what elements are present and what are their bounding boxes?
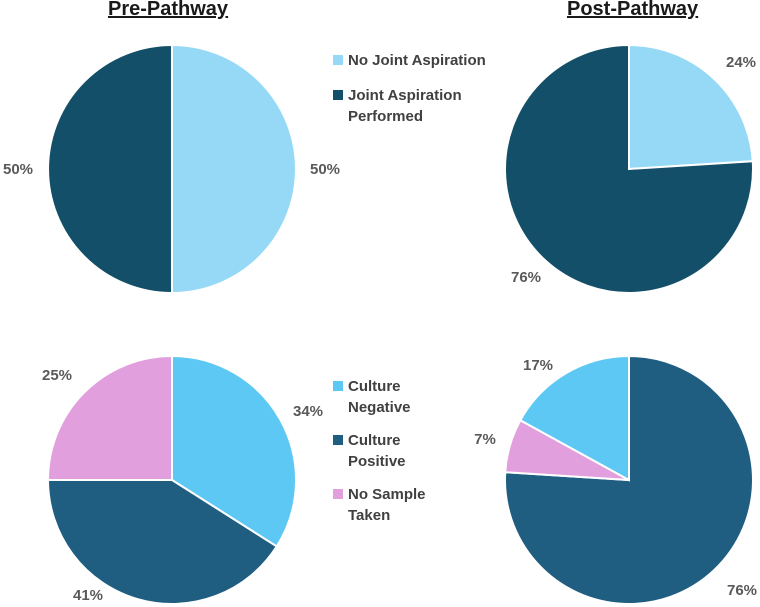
post-pathway-title: Post-Pathway: [567, 0, 699, 20]
legend-label: Culture Positive: [348, 432, 406, 470]
slice-data-label: 34%: [293, 403, 323, 420]
slice-data-label: 76%: [727, 582, 757, 599]
legend-item-no-sample-taken: No Sample Taken: [333, 484, 453, 526]
legend-label: No Sample Taken: [348, 486, 426, 524]
pre-pathway-title: Pre-Pathway: [108, 0, 229, 20]
legend-item-culture-negative: Culture Negative: [333, 376, 453, 418]
culture-legend: Culture Negative Culture Positive No Sam…: [333, 376, 453, 538]
legend-label: Joint Aspiration Performed: [348, 87, 462, 125]
pie-slice-no-joint-aspiration: [171, 43, 297, 295]
pie-slice-joint-aspiration-performed: [504, 43, 754, 294]
aspiration-legend: No Joint Aspiration Joint Aspiration Per…: [333, 50, 508, 141]
legend-swatch: [333, 55, 343, 65]
legend-item-no-joint-aspiration: No Joint Aspiration: [333, 50, 508, 71]
legend-label: No Joint Aspiration: [348, 52, 486, 69]
pie-slice-no-joint-aspiration: [628, 43, 754, 171]
slice-data-label: 17%: [523, 357, 553, 374]
legend-swatch: [333, 435, 343, 445]
pie-slice-no-sample-taken: [46, 354, 173, 481]
slice-data-label: 25%: [42, 367, 72, 384]
slice-data-label: 50%: [3, 161, 33, 178]
pie-chart-post-pathway-joint-aspiration: 24% 76%: [504, 43, 756, 294]
legend-swatch: [333, 489, 343, 499]
pie-chart-pre-pathway-joint-aspiration: 50% 50%: [3, 43, 340, 295]
pie-chart-pre-pathway-culture-result: 34% 41% 25%: [42, 354, 323, 605]
slice-data-label: 24%: [726, 54, 756, 71]
slice-data-label: 7%: [474, 431, 496, 448]
pie-chart-post-pathway-culture-result: 76% 7% 17%: [474, 354, 757, 605]
slice-data-label: 76%: [511, 269, 541, 286]
slice-data-label: 50%: [310, 161, 340, 178]
legend-item-joint-aspiration-performed: Joint Aspiration Performed: [333, 85, 508, 127]
pie-slice-joint-aspiration-performed: [47, 43, 173, 295]
slice-data-label: 41%: [73, 587, 103, 604]
legend-label: Culture Negative: [348, 378, 411, 416]
legend-swatch: [333, 90, 343, 100]
pie-slice-culture-negative: [518, 354, 630, 482]
legend-item-culture-positive: Culture Positive: [333, 430, 453, 472]
pie-slice-culture-positive: [46, 479, 279, 605]
legend-swatch: [333, 381, 343, 391]
